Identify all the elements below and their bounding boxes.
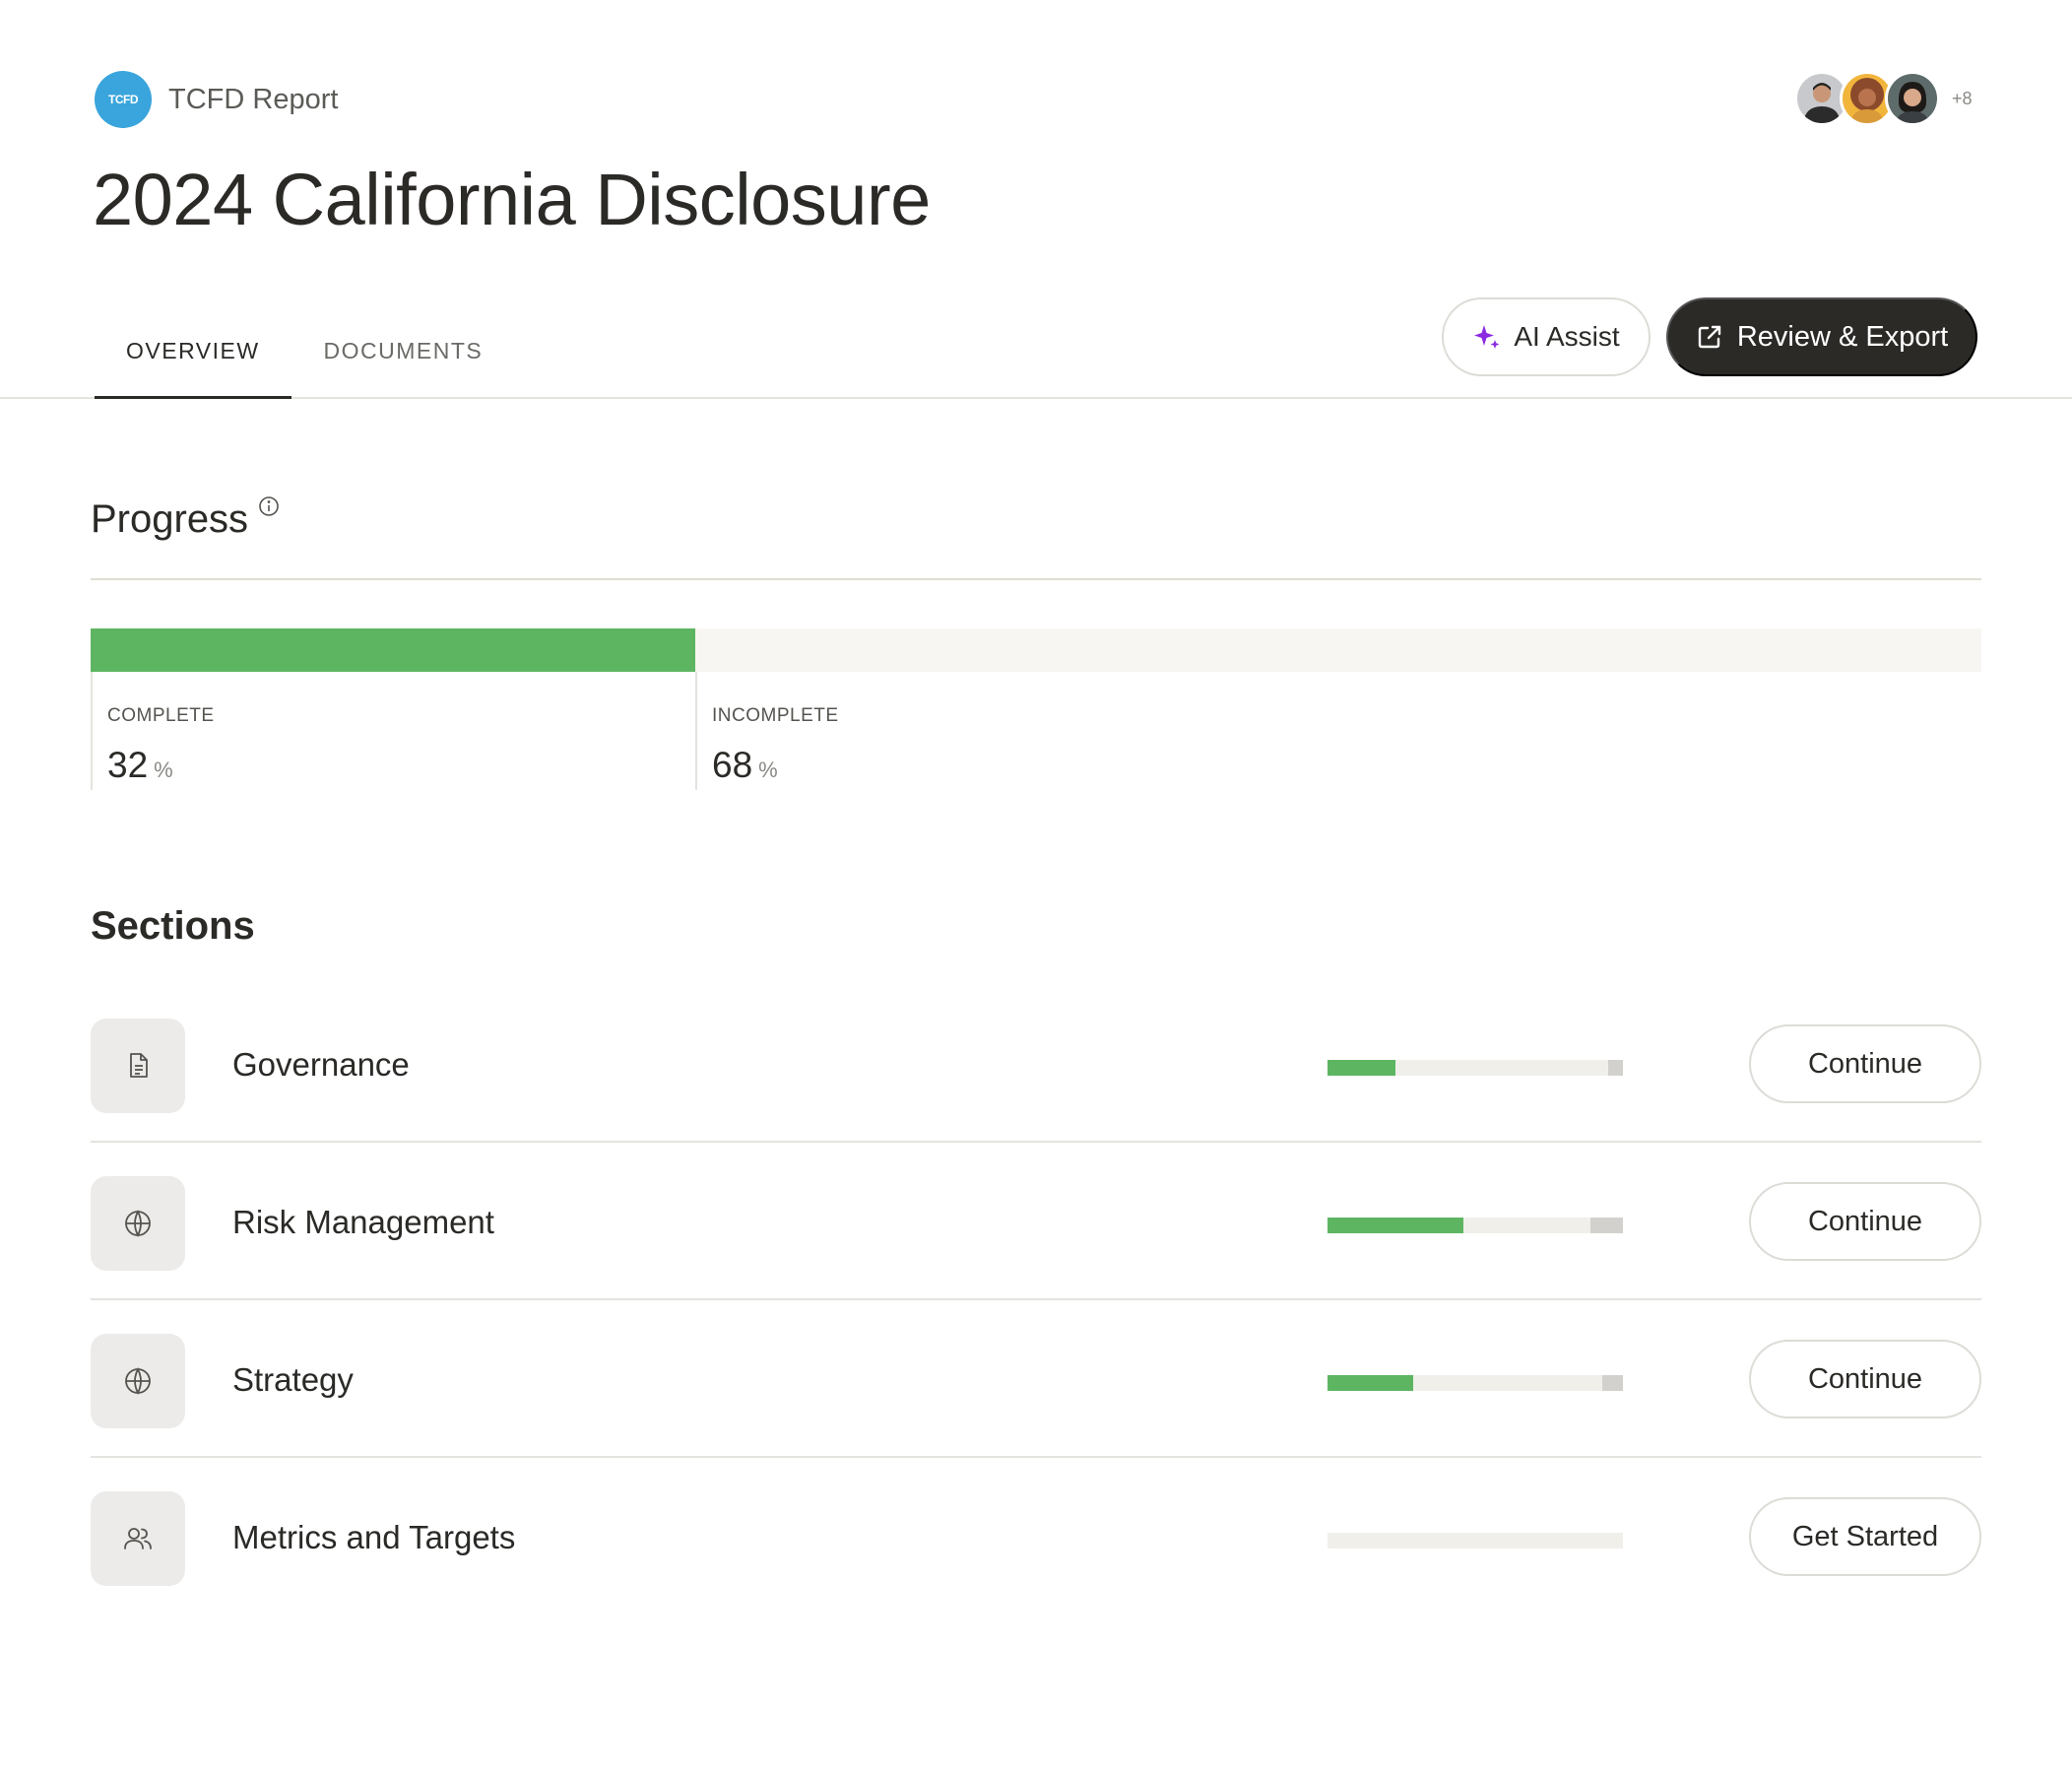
sections-heading: Sections	[91, 904, 255, 948]
page-header: TCFD TCFD Report 2024 California Disclos…	[0, 0, 2072, 399]
continue-risk-management-button[interactable]: Continue	[1749, 1182, 1981, 1261]
brand-name: TCFD Report	[168, 83, 339, 115]
incomplete-unit: %	[758, 758, 778, 782]
info-icon[interactable]	[258, 495, 280, 517]
section-progress-bar	[1327, 1218, 1623, 1233]
tcfd-logo: TCFD	[95, 71, 152, 128]
incomplete-stat: INCOMPLETE 68%	[695, 672, 839, 790]
review-export-label: Review & Export	[1736, 320, 1949, 353]
avatar-man[interactable]	[1794, 71, 1849, 126]
section-progress-pending	[1602, 1375, 1623, 1391]
avatar-woman-curly[interactable]	[1840, 71, 1895, 126]
section-progress-bar	[1327, 1060, 1623, 1076]
avatar-woman[interactable]	[1885, 71, 1940, 126]
section-progress-bar	[1327, 1533, 1623, 1548]
section-progress-bar	[1327, 1375, 1623, 1391]
continue-governance-button[interactable]: Continue	[1749, 1024, 1981, 1103]
section-row-risk-management: Risk Management Continue	[91, 1143, 1981, 1300]
collaborator-avatars[interactable]: +8	[1794, 71, 1973, 126]
section-name: Strategy	[232, 1361, 354, 1398]
section-progress-pending	[1608, 1060, 1623, 1076]
globe-icon	[91, 1176, 185, 1271]
tab-overview[interactable]: OVERVIEW	[95, 325, 291, 399]
section-row-governance: Governance Continue	[91, 985, 1981, 1143]
section-name: Risk Management	[232, 1204, 494, 1240]
get-started-metrics-button[interactable]: Get Started	[1749, 1497, 1981, 1576]
section-name: Metrics and Targets	[232, 1519, 516, 1555]
tab-documents[interactable]: DOCUMENTS	[323, 338, 484, 363]
progress-heading: Progress	[91, 495, 280, 542]
external-link-icon	[1696, 323, 1723, 351]
ai-assist-button[interactable]: AI Assist	[1442, 297, 1651, 376]
review-export-button[interactable]: Review & Export	[1666, 297, 1977, 376]
overall-progress-fill	[91, 628, 695, 672]
ai-assist-label: AI Assist	[1514, 321, 1620, 352]
progress-title: Progress	[91, 497, 249, 541]
extra-collaborators-count[interactable]: +8	[1952, 88, 1973, 108]
complete-percent: 32	[107, 745, 149, 785]
overall-progress-bar	[91, 628, 1981, 672]
progress-divider	[91, 578, 1981, 580]
brand: TCFD TCFD Report	[95, 71, 338, 128]
page-title: 2024 California Disclosure	[93, 159, 931, 240]
incomplete-label: INCOMPLETE	[712, 705, 839, 726]
incomplete-percent: 68	[712, 745, 753, 785]
globe-icon	[91, 1334, 185, 1428]
document-icon	[91, 1019, 185, 1113]
section-name: Governance	[232, 1046, 410, 1083]
section-row-metrics-and-targets: Metrics and Targets Get Started	[91, 1458, 1981, 1615]
continue-strategy-button[interactable]: Continue	[1749, 1340, 1981, 1418]
section-progress-fill	[1327, 1060, 1395, 1076]
section-progress-fill	[1327, 1218, 1463, 1233]
users-icon	[91, 1491, 185, 1586]
complete-value: 32%	[107, 745, 215, 786]
sparkle-icon	[1472, 322, 1502, 352]
complete-stat: COMPLETE 32%	[91, 672, 215, 790]
tab-bar: OVERVIEW DOCUMENTS	[95, 325, 514, 399]
complete-label: COMPLETE	[107, 705, 215, 726]
section-progress-fill	[1327, 1375, 1413, 1391]
complete-unit: %	[154, 758, 173, 782]
section-row-strategy: Strategy Continue	[91, 1300, 1981, 1458]
section-progress-pending	[1590, 1218, 1623, 1233]
incomplete-value: 68%	[712, 745, 839, 786]
